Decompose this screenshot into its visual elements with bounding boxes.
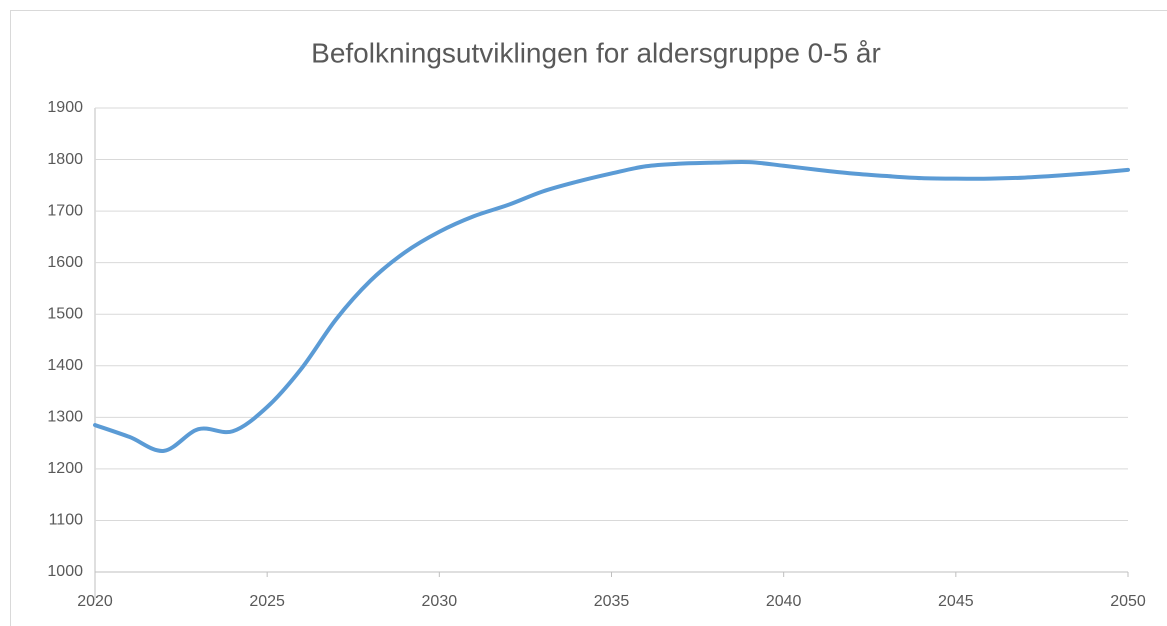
data-line (93, 159, 1130, 453)
y-tick-label: 1600 (47, 254, 83, 271)
y-tick-label: 1700 (47, 202, 83, 219)
x-tick-label: 2020 (77, 593, 113, 610)
x-tick-label: 2050 (1110, 593, 1146, 610)
x-tick-label: 2025 (249, 593, 285, 610)
x-tick-label: 2045 (938, 593, 974, 610)
x-tick-label: 2040 (766, 593, 802, 610)
y-tick-label: 1100 (49, 512, 84, 529)
y-tick-label: 1400 (47, 357, 83, 374)
y-tick-label: 1500 (47, 305, 83, 322)
y-tick-label: 1800 (47, 151, 83, 168)
chart-border (10, 10, 1167, 626)
y-tick-label: 1200 (47, 460, 83, 477)
x-tick-label: 2030 (422, 593, 458, 610)
y-tick-label: 1900 (47, 99, 83, 116)
y-tick-label: 1000 (47, 563, 83, 580)
chart-title: Befolkningsutviklingen for aldersgruppe … (311, 37, 881, 68)
x-tick-label: 2035 (594, 593, 630, 610)
y-tick-label: 1300 (47, 409, 83, 426)
